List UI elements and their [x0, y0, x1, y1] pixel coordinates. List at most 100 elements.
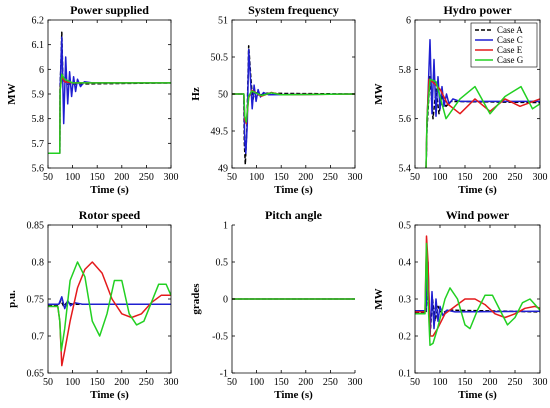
legend-label: Case G	[497, 55, 524, 65]
y-tick-label: 0	[223, 295, 228, 306]
x-axis-label: Time (s)	[90, 389, 129, 401]
x-tick-label: 100	[65, 377, 80, 388]
x-axis-label: Time (s)	[90, 184, 129, 196]
y-axis-label: Hz	[190, 87, 202, 101]
x-tick-label: 150	[458, 377, 473, 388]
x-tick-label: 250	[139, 172, 154, 183]
y-axis-label: MW	[373, 83, 385, 104]
y-tick-label: 50.5	[211, 53, 229, 64]
x-tick-label: 250	[323, 377, 338, 388]
axes-frame	[414, 224, 541, 374]
y-tick-label: 51	[218, 16, 228, 27]
chart-panel-1: 50 100 150 200 250 300 49 49.5 50 50.5 51 System fr…	[190, 3, 363, 196]
x-tick-label: 300	[533, 172, 548, 183]
series-line-case-a	[232, 45, 355, 166]
y-tick-label: -1	[220, 369, 228, 380]
x-tick-label: 150	[274, 377, 289, 388]
x-tick-label: 200	[298, 172, 313, 183]
series-line-case-a	[48, 31, 171, 154]
x-axis-label: Time (s)	[274, 184, 313, 196]
x-tick-label: 150	[90, 172, 105, 183]
axes-frame	[414, 19, 541, 169]
x-tick-label: 200	[298, 377, 313, 388]
x-tick-label: 200	[114, 172, 129, 183]
x-tick-label: 300	[164, 172, 179, 183]
chart-title: Rotor speed	[79, 208, 141, 222]
y-tick-label: 6.2	[32, 16, 45, 27]
y-tick-label: 49	[218, 164, 228, 175]
x-tick-label: 300	[164, 377, 179, 388]
y-tick-label: 0.4	[399, 258, 412, 269]
y-axis-label: grades	[190, 283, 202, 315]
x-tick-label: 200	[114, 377, 129, 388]
y-tick-label: 0.5	[216, 258, 229, 269]
x-axis-label: Time (s)	[274, 389, 313, 401]
x-tick-label: 50	[43, 377, 53, 388]
series-line-case-g	[415, 242, 540, 347]
y-tick-label: 5.4	[399, 164, 412, 175]
x-tick-label: 150	[458, 172, 473, 183]
x-tick-label: 100	[249, 377, 264, 388]
x-tick-label: 100	[249, 172, 264, 183]
chart-panel-2: 50 100 150 200 250 300 5.4 5.6 5.8 6 Hydro power Ti…	[373, 3, 548, 196]
y-axis-label: MW	[373, 288, 385, 309]
x-tick-label: 50	[227, 172, 237, 183]
axes-frame	[47, 19, 172, 169]
legend-label: Case E	[497, 45, 523, 55]
chart-title: System frequency	[248, 3, 339, 17]
chart-panel-5: 50 100 150 200 250 300 0.1 0.2 0.3 0.4 0.5 Wind pow…	[373, 208, 548, 401]
y-tick-label: 0.2	[399, 332, 412, 343]
y-tick-label: 5.9	[32, 90, 45, 101]
x-tick-label: 300	[348, 172, 363, 183]
x-tick-label: 100	[433, 172, 448, 183]
y-tick-label: 0.8	[32, 258, 45, 269]
x-axis-label: Time (s)	[458, 389, 497, 401]
series-line-case-g	[425, 78, 540, 168]
x-tick-label: 250	[139, 377, 154, 388]
series-line-case-c	[48, 36, 171, 154]
y-tick-label: 0.1	[399, 369, 412, 380]
y-tick-label: 5.7	[32, 139, 45, 150]
x-tick-label: 250	[323, 172, 338, 183]
legend-label: Case C	[497, 35, 523, 45]
y-tick-label: 49.5	[211, 127, 229, 138]
series-line-case-c	[232, 48, 355, 154]
x-tick-label: 150	[274, 172, 289, 183]
chart-panel-0: 50 100 150 200 250 300 5.6 5.7 5.8 5.9 6 6.1 6.2 Powe…	[6, 3, 179, 196]
x-tick-label: 200	[483, 172, 498, 183]
y-tick-label: 6	[39, 65, 44, 76]
x-tick-label: 50	[43, 172, 53, 183]
legend-label: Case A	[497, 25, 523, 35]
y-tick-label: 6.1	[32, 40, 45, 51]
series-line-case-g	[48, 261, 171, 352]
x-tick-label: 200	[483, 377, 498, 388]
y-tick-label: 6	[406, 16, 411, 27]
x-tick-label: 300	[533, 377, 548, 388]
y-tick-label: 1	[223, 221, 228, 232]
x-tick-label: 100	[65, 172, 80, 183]
y-tick-label: -0.5	[212, 332, 228, 343]
x-tick-label: 100	[433, 377, 448, 388]
x-tick-label: 50	[227, 377, 237, 388]
chart-title: Hydro power	[443, 3, 512, 17]
y-tick-label: 5.6	[32, 164, 45, 175]
y-tick-label: 0.3	[399, 295, 412, 306]
chart-panel-4: 50 100 150 200 250 300 -1 -0.5 0 0.5 1 Pitch angle T…	[190, 208, 363, 401]
x-tick-label: 250	[508, 377, 523, 388]
x-axis-label: Time (s)	[458, 184, 497, 196]
series-line-case-g	[232, 90, 355, 123]
chart-panel-3: 50 100 150 200 250 300 0.65 0.7 0.75 0.8 0.85 Rotor…	[6, 208, 179, 401]
x-tick-label: 150	[90, 377, 105, 388]
y-tick-label: 0.75	[27, 295, 45, 306]
chart-title: Pitch angle	[265, 208, 323, 222]
y-tick-label: 50	[218, 90, 228, 101]
y-axis-label: p.u.	[6, 290, 18, 308]
chart-title: Wind power	[446, 208, 510, 222]
y-tick-label: 5.6	[399, 114, 412, 125]
series-line-case-e	[425, 78, 540, 168]
x-tick-label: 300	[348, 377, 363, 388]
x-tick-label: 250	[508, 172, 523, 183]
x-tick-label: 50	[410, 377, 420, 388]
